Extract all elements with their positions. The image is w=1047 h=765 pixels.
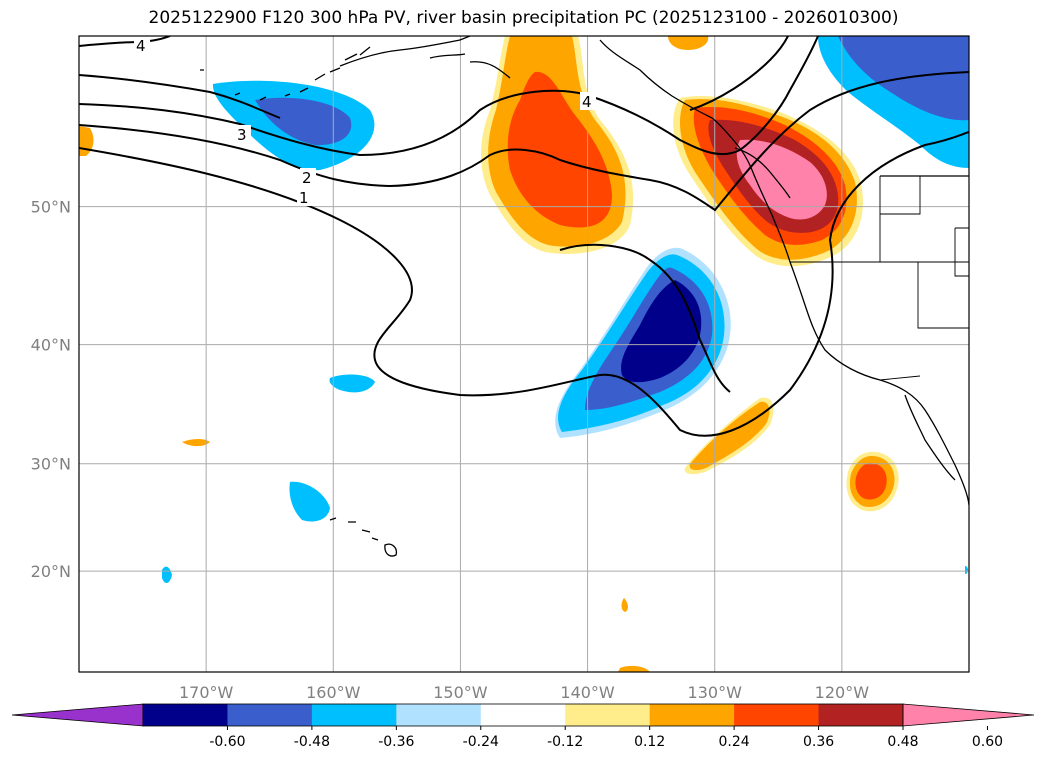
positive-anomaly-region [689,401,770,471]
us-west-coast [789,261,969,506]
latitude-tick-label: 50°N [31,198,71,217]
latitude-tick-label: 40°N [31,336,71,355]
pv-contour-inner [689,36,789,111]
pv-label-4-upper: 4 [136,37,146,55]
colorbar-level-label: -0.24 [463,734,499,750]
positive-anomaly-region [79,126,94,156]
longitude-tick-label: 150°W [433,683,488,702]
positive-anomaly-region [855,463,887,500]
colorbar-swatch [396,704,482,726]
longitude-tick-label: 170°W [179,683,234,702]
colorbar-swatch [480,704,566,726]
colorbar-level-label: 0.60 [972,734,1003,750]
pv-label-2: 2 [302,169,312,187]
aleutian-islands [200,46,371,101]
colorbar-swatch [143,704,228,726]
colorbar-extend-low [11,703,144,727]
pv-contour-1 [79,131,969,437]
positive-anomaly-region [618,665,650,672]
colorbar-level-label: 0.24 [719,734,750,750]
longitude-tick-label: 140°W [560,683,615,702]
colorbar-extend-high [902,703,1035,727]
pv-contour-labels: 1 2 3 4 4 [134,36,596,207]
negative-anomaly-region [289,481,330,522]
negative-anomaly-region [162,566,172,584]
coastlines [200,36,969,557]
precipitation-field [79,36,969,672]
colorbar-swatch [565,704,651,726]
longitude-tick-label: 160°W [306,683,361,702]
vancouver-island [734,147,791,199]
pv-contours [79,36,969,437]
pv-contour-4 [79,74,281,119]
hawaii-islands [329,517,398,557]
colorbar-swatch [734,704,820,726]
colorbar-swatch [818,704,904,726]
colorbar-level-label: -0.12 [547,734,583,750]
positive-anomaly-region [182,439,210,447]
positive-anomaly-region [736,139,827,220]
pv-contour-2 [79,71,969,212]
pv-label-3: 3 [237,126,247,144]
colorbar-swatch [649,704,735,726]
negative-anomaly-region [621,280,702,383]
colorbar-level-label: -0.48 [294,734,330,750]
colorbar-swatch [311,704,397,726]
latitude-labels: 50°N 40°N 30°N 20°N [31,198,71,582]
pv-contour-4-upper [79,36,171,47]
pv-label-1: 1 [299,189,309,207]
negative-anomaly-region [965,566,968,574]
longitude-labels: 170°W 160°W 150°W 140°W 130°W 120°W [179,683,869,702]
longitude-tick-label: 120°W [815,683,870,702]
alaska-coast [339,36,511,79]
page-title: 2025122900 F120 300 hPa PV, river basin … [148,8,899,28]
positive-anomaly-region [668,36,709,50]
colorbar-frame [142,703,904,727]
pv-label-4: 4 [582,93,592,111]
alaska-panhandle-coast [599,39,791,263]
colorbar-swatch [227,704,313,726]
negative-anomaly-region [329,374,375,393]
colorbar-level-label: 0.48 [887,734,918,750]
longitude-tick-label: 130°W [688,683,743,702]
latitude-tick-label: 30°N [31,455,71,474]
positive-anomaly-region [507,71,612,228]
pv-contour-outer [559,243,731,393]
baja-california [904,394,956,481]
latitude-tick-label: 20°N [31,562,71,581]
positive-anomaly-region [621,598,628,612]
graticule [79,36,969,672]
colorbar-level-label: 0.12 [634,734,665,750]
colorbar [11,703,1035,730]
negative-anomaly-region [255,97,352,146]
colorbar-level-label: -0.60 [209,734,245,750]
us-state-borders [790,176,969,381]
colorbar-level-label: 0.36 [803,734,834,750]
colorbar-labels: -0.60 -0.48 -0.36 -0.24 -0.12 0.12 0.24 0.36 0.4… [209,734,1003,750]
colorbar-level-label: -0.36 [378,734,414,750]
map-frame [78,35,970,673]
